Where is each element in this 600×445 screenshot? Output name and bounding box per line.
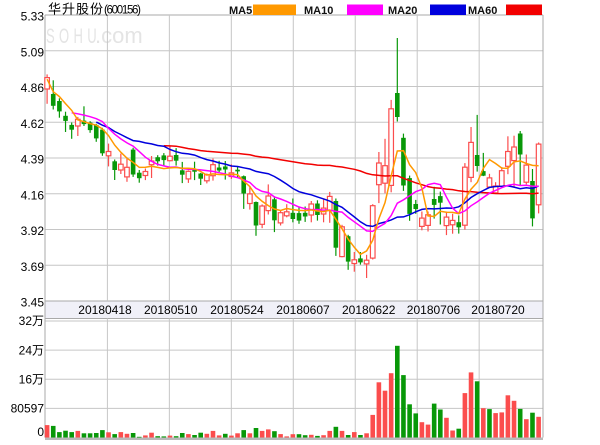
- svg-text:3.45: 3.45: [21, 296, 45, 310]
- svg-text:80597: 80597: [11, 402, 45, 416]
- svg-text:MA10: MA10: [304, 5, 333, 17]
- svg-text:MA60: MA60: [468, 5, 497, 17]
- svg-text:20180720: 20180720: [471, 303, 525, 317]
- svg-text:20180418: 20180418: [78, 303, 132, 317]
- svg-text:3.69: 3.69: [21, 260, 45, 274]
- svg-text:20180607: 20180607: [276, 303, 330, 317]
- svg-text:SOHU: SOHU: [46, 24, 101, 48]
- svg-text:5.09: 5.09: [21, 46, 45, 60]
- svg-text:4.86: 4.86: [21, 81, 45, 95]
- svg-text:4.16: 4.16: [21, 188, 45, 202]
- svg-text:3.92: 3.92: [21, 224, 45, 238]
- svg-text:20180510: 20180510: [144, 303, 198, 317]
- svg-text:(600156): (600156): [104, 5, 141, 17]
- svg-text:20180622: 20180622: [342, 303, 396, 317]
- svg-text:MA20: MA20: [388, 5, 417, 17]
- svg-text:5.33: 5.33: [21, 10, 45, 24]
- svg-text:16万: 16万: [19, 372, 44, 386]
- svg-text:华升股份: 华升股份: [48, 2, 103, 17]
- svg-text:4.62: 4.62: [21, 117, 45, 131]
- svg-text:MA5: MA5: [229, 5, 252, 17]
- svg-text:4.39: 4.39: [21, 153, 45, 167]
- svg-text:20180524: 20180524: [210, 303, 264, 317]
- svg-text:32万: 32万: [19, 314, 44, 328]
- svg-text:20180706: 20180706: [407, 303, 461, 317]
- svg-text:0: 0: [37, 425, 44, 439]
- svg-text:24万: 24万: [19, 343, 44, 357]
- svg-text:.com: .com: [95, 23, 143, 48]
